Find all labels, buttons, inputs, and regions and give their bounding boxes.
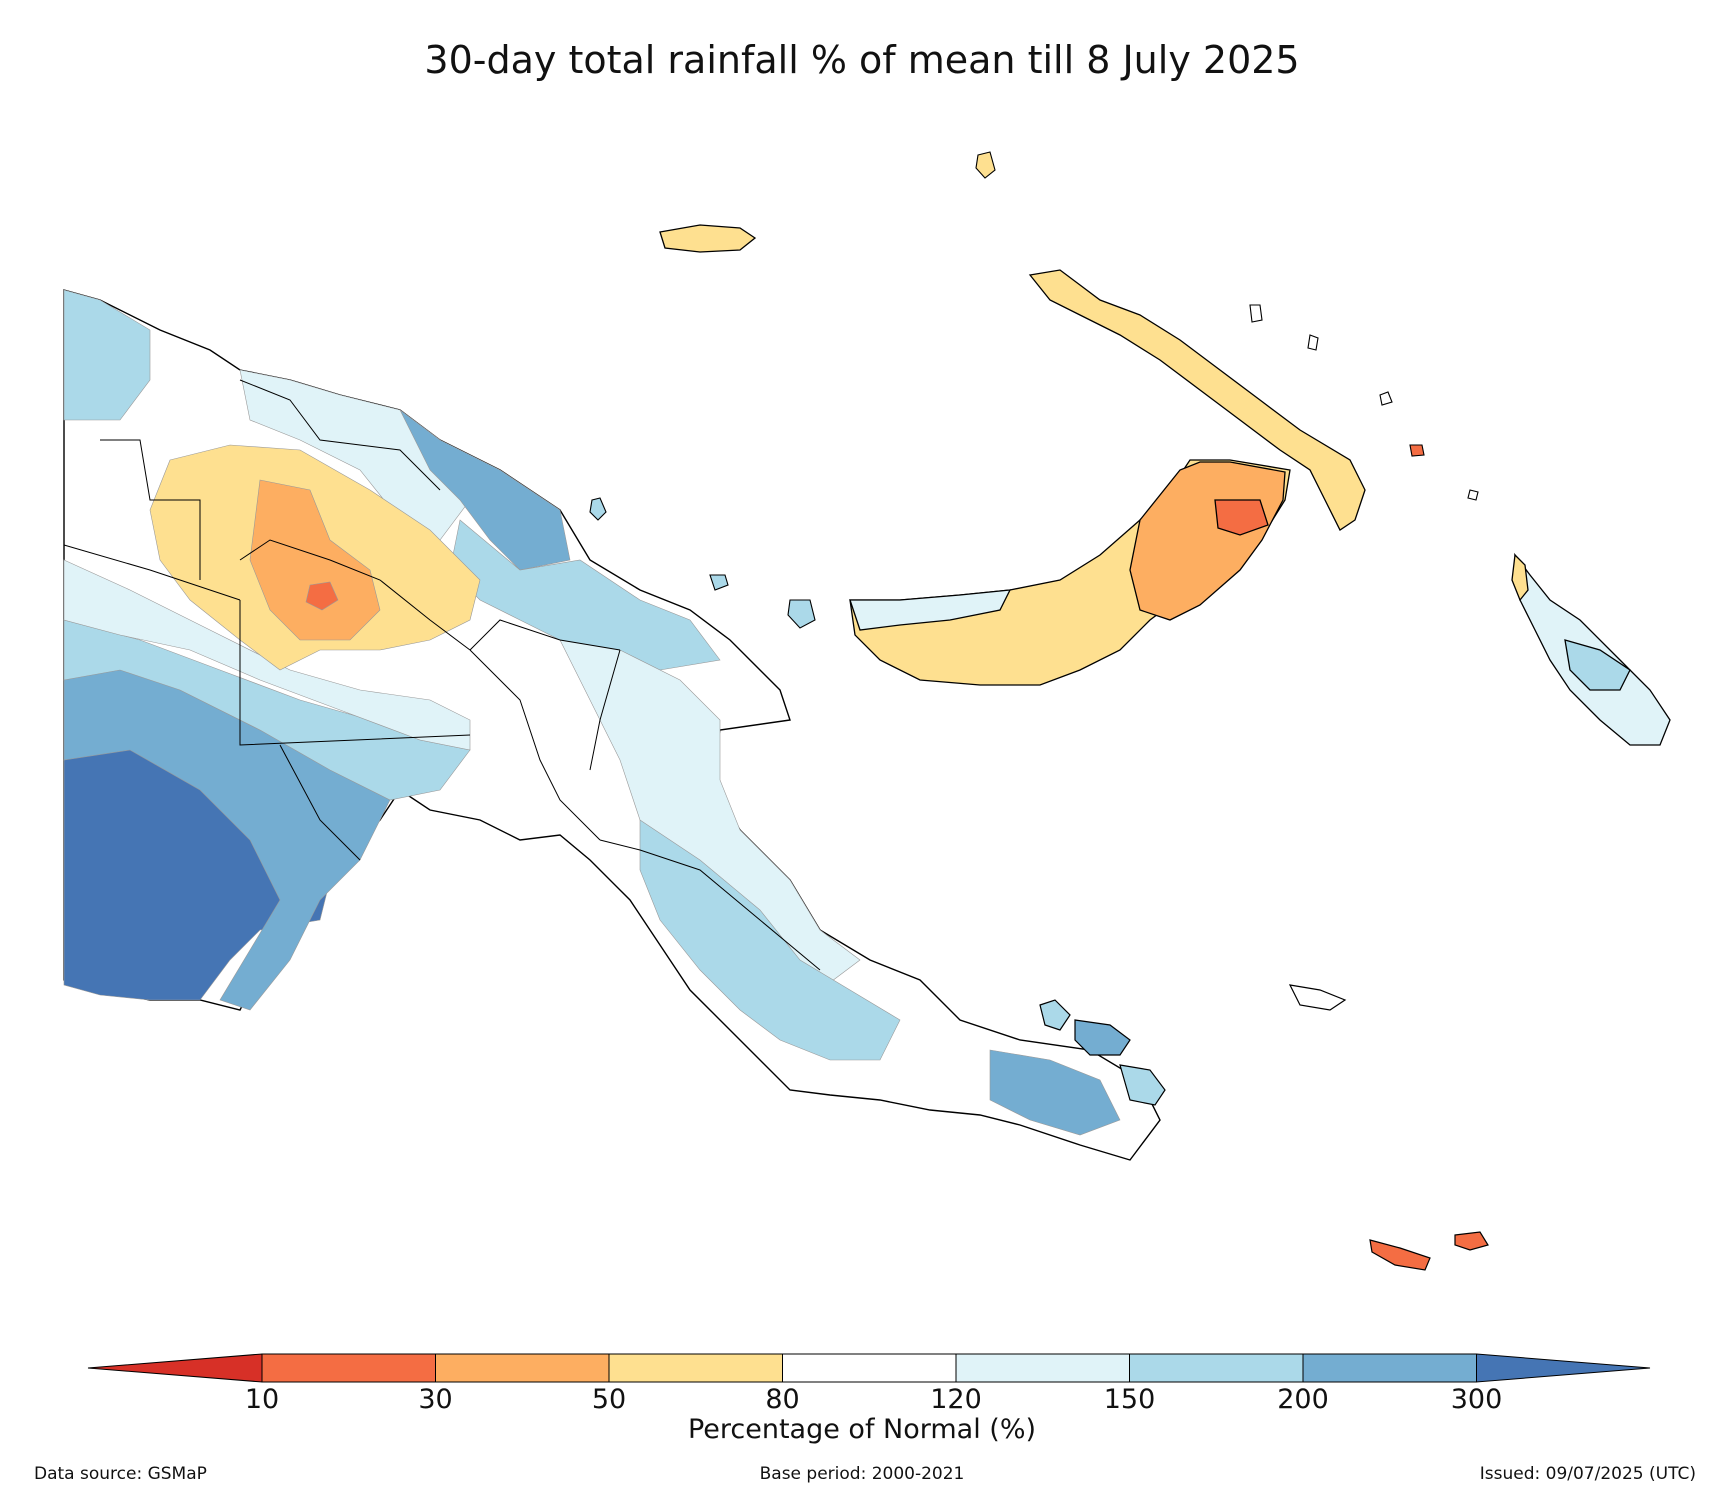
colorbar-tick-label: 10 xyxy=(244,1384,280,1415)
zone-120-150-west xyxy=(63,559,471,751)
colorbar-label: Percentage of Normal (%) xyxy=(687,1414,1037,1445)
colorbar-tick-label: 200 xyxy=(1277,1384,1329,1415)
map-title: 30-day total rainfall % of mean till 8 J… xyxy=(424,38,1300,82)
colorbar-segment-50-80 xyxy=(608,1353,783,1383)
zone-150-200-west xyxy=(63,619,471,801)
colorbar-segment-30-50 xyxy=(435,1353,610,1383)
zone-120-150-east-central xyxy=(559,639,861,991)
colorbar-lower-extension xyxy=(87,1353,263,1383)
data-source-note: Data source: GSMaP xyxy=(34,1464,207,1484)
colorbar-tick-label: 150 xyxy=(1103,1384,1156,1415)
zone-200-300-north-coast xyxy=(399,409,571,571)
small-islands xyxy=(589,151,1479,629)
new-ireland xyxy=(1028,269,1366,531)
new-britain-north-blue xyxy=(849,589,1012,631)
colorbar-upper-extension xyxy=(1476,1353,1651,1383)
colorbar-segment-10-30 xyxy=(261,1353,436,1383)
milne-bay-islands xyxy=(1039,984,1489,1271)
colorbar-tick-label: 120 xyxy=(930,1384,982,1415)
rainfall-zones xyxy=(63,289,1121,1136)
issued-note: Issued: 09/07/2025 (UTC) xyxy=(1479,1464,1696,1484)
colorbar-tick-label: 80 xyxy=(765,1384,800,1415)
colorbar-tick-label: 30 xyxy=(418,1384,453,1415)
manus-island xyxy=(659,224,757,253)
new-britain-10-30 xyxy=(1214,499,1269,536)
bougainville xyxy=(1511,552,1671,746)
province-boundaries xyxy=(63,379,821,971)
colorbar-segment-80-120 xyxy=(782,1353,957,1383)
zone-120-150-north xyxy=(239,369,471,541)
zone-10-30-highlands xyxy=(305,581,339,611)
colorbar-segment-200-300 xyxy=(1302,1353,1477,1383)
colorbar-segment-150-200 xyxy=(1129,1353,1304,1383)
zone-200-300-southeast-tip xyxy=(989,1049,1121,1136)
colorbar-tick-label: 300 xyxy=(1450,1384,1503,1415)
colorbar-segment-120-150 xyxy=(955,1353,1130,1383)
zone-150-200-northwest xyxy=(63,289,151,421)
colorbar-tick-label: 50 xyxy=(591,1384,627,1415)
base-period-note: Base period: 2000-2021 xyxy=(759,1464,965,1484)
new-britain xyxy=(849,459,1291,686)
zone-150-200-southeast xyxy=(639,819,901,1061)
bougainville-north-yellow xyxy=(1511,553,1529,602)
new-ireland-landmass xyxy=(1028,269,1366,531)
bougainville-blue xyxy=(1564,639,1631,691)
zone-30-50-highlands xyxy=(249,479,381,641)
